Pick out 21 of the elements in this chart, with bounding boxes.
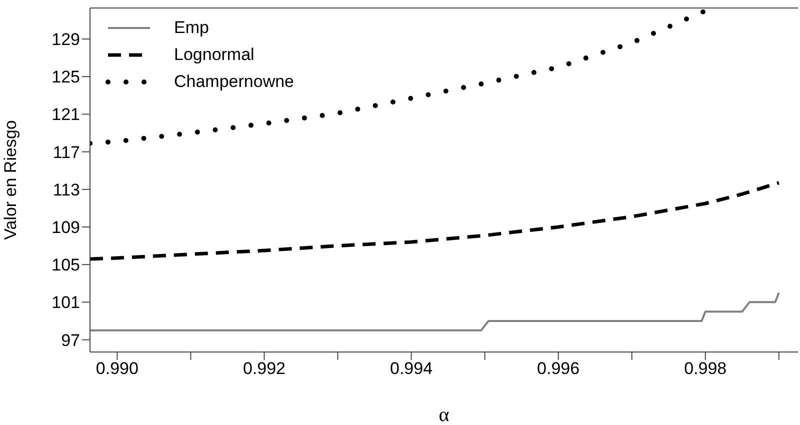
legend-label: Champernowne [174, 72, 294, 92]
legend-label: Emp [174, 18, 209, 38]
y-tick-label: 129 [52, 30, 80, 50]
y-tick-label: 109 [52, 218, 80, 238]
x-axis-title: α [438, 404, 450, 425]
line-series [90, 292, 780, 332]
y-tick-label: 101 [52, 293, 80, 312]
y-tick-label: 117 [52, 142, 80, 162]
x-tick-label: 0.996 [537, 359, 580, 378]
line-series [90, 181, 781, 261]
x-tick-label: 0.998 [684, 359, 727, 378]
x-tick-label: 0.992 [242, 359, 286, 378]
y-tick-label: 97 [61, 330, 80, 350]
legend-label: Lognormal [174, 44, 254, 64]
x-tick-label: 0.990 [96, 359, 138, 378]
y-tick-label: 113 [52, 180, 80, 200]
y-tick-label: 121 [52, 105, 80, 124]
y-tick-label: 125 [52, 68, 80, 87]
x-tick-label: 0.994 [390, 359, 433, 378]
y-tick-label: 105 [52, 256, 80, 275]
y-axis-title: Valor en Riesgo [1, 120, 20, 240]
